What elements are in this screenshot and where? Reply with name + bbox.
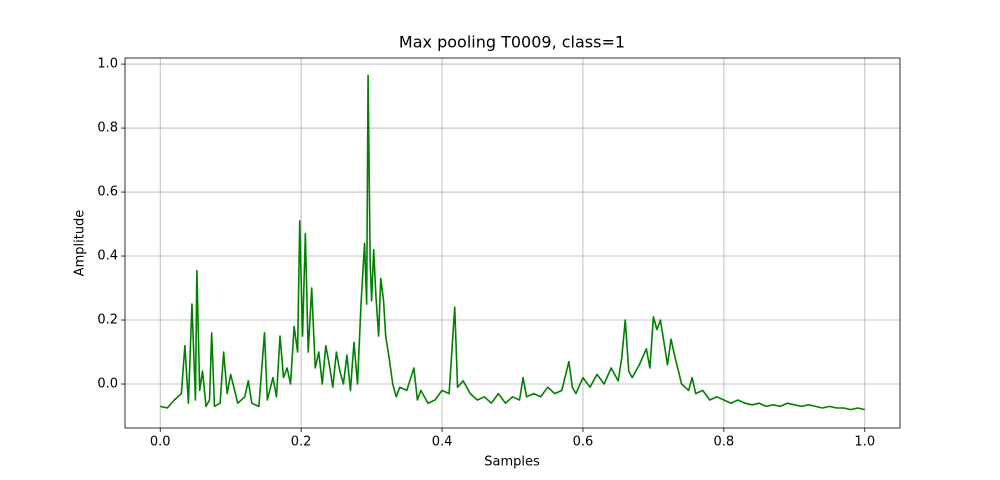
- x-tick-label: 0.2: [291, 435, 312, 450]
- y-tick-label: 0.6: [97, 185, 118, 200]
- y-tick-label: 1.0: [97, 57, 118, 72]
- y-axis-label: Amplitude: [73, 210, 88, 277]
- y-tick-label: 0.0: [97, 377, 118, 392]
- y-tick-label: 0.8: [97, 121, 118, 136]
- plot-frame: [124, 57, 901, 429]
- y-tick-label: 0.4: [97, 249, 118, 264]
- chart-title: Max pooling T0009, class=1: [399, 33, 625, 52]
- x-tick-label: 0.8: [714, 435, 735, 450]
- x-tick-label: 0.6: [573, 435, 594, 450]
- x-tick-label: 1.0: [854, 435, 875, 450]
- x-axis-label: Samples: [484, 455, 540, 470]
- y-tick-label: 0.2: [97, 313, 118, 328]
- x-tick-label: 0.4: [432, 435, 453, 450]
- data-line: [160, 74, 865, 411]
- x-tick-label: 0.0: [150, 435, 171, 450]
